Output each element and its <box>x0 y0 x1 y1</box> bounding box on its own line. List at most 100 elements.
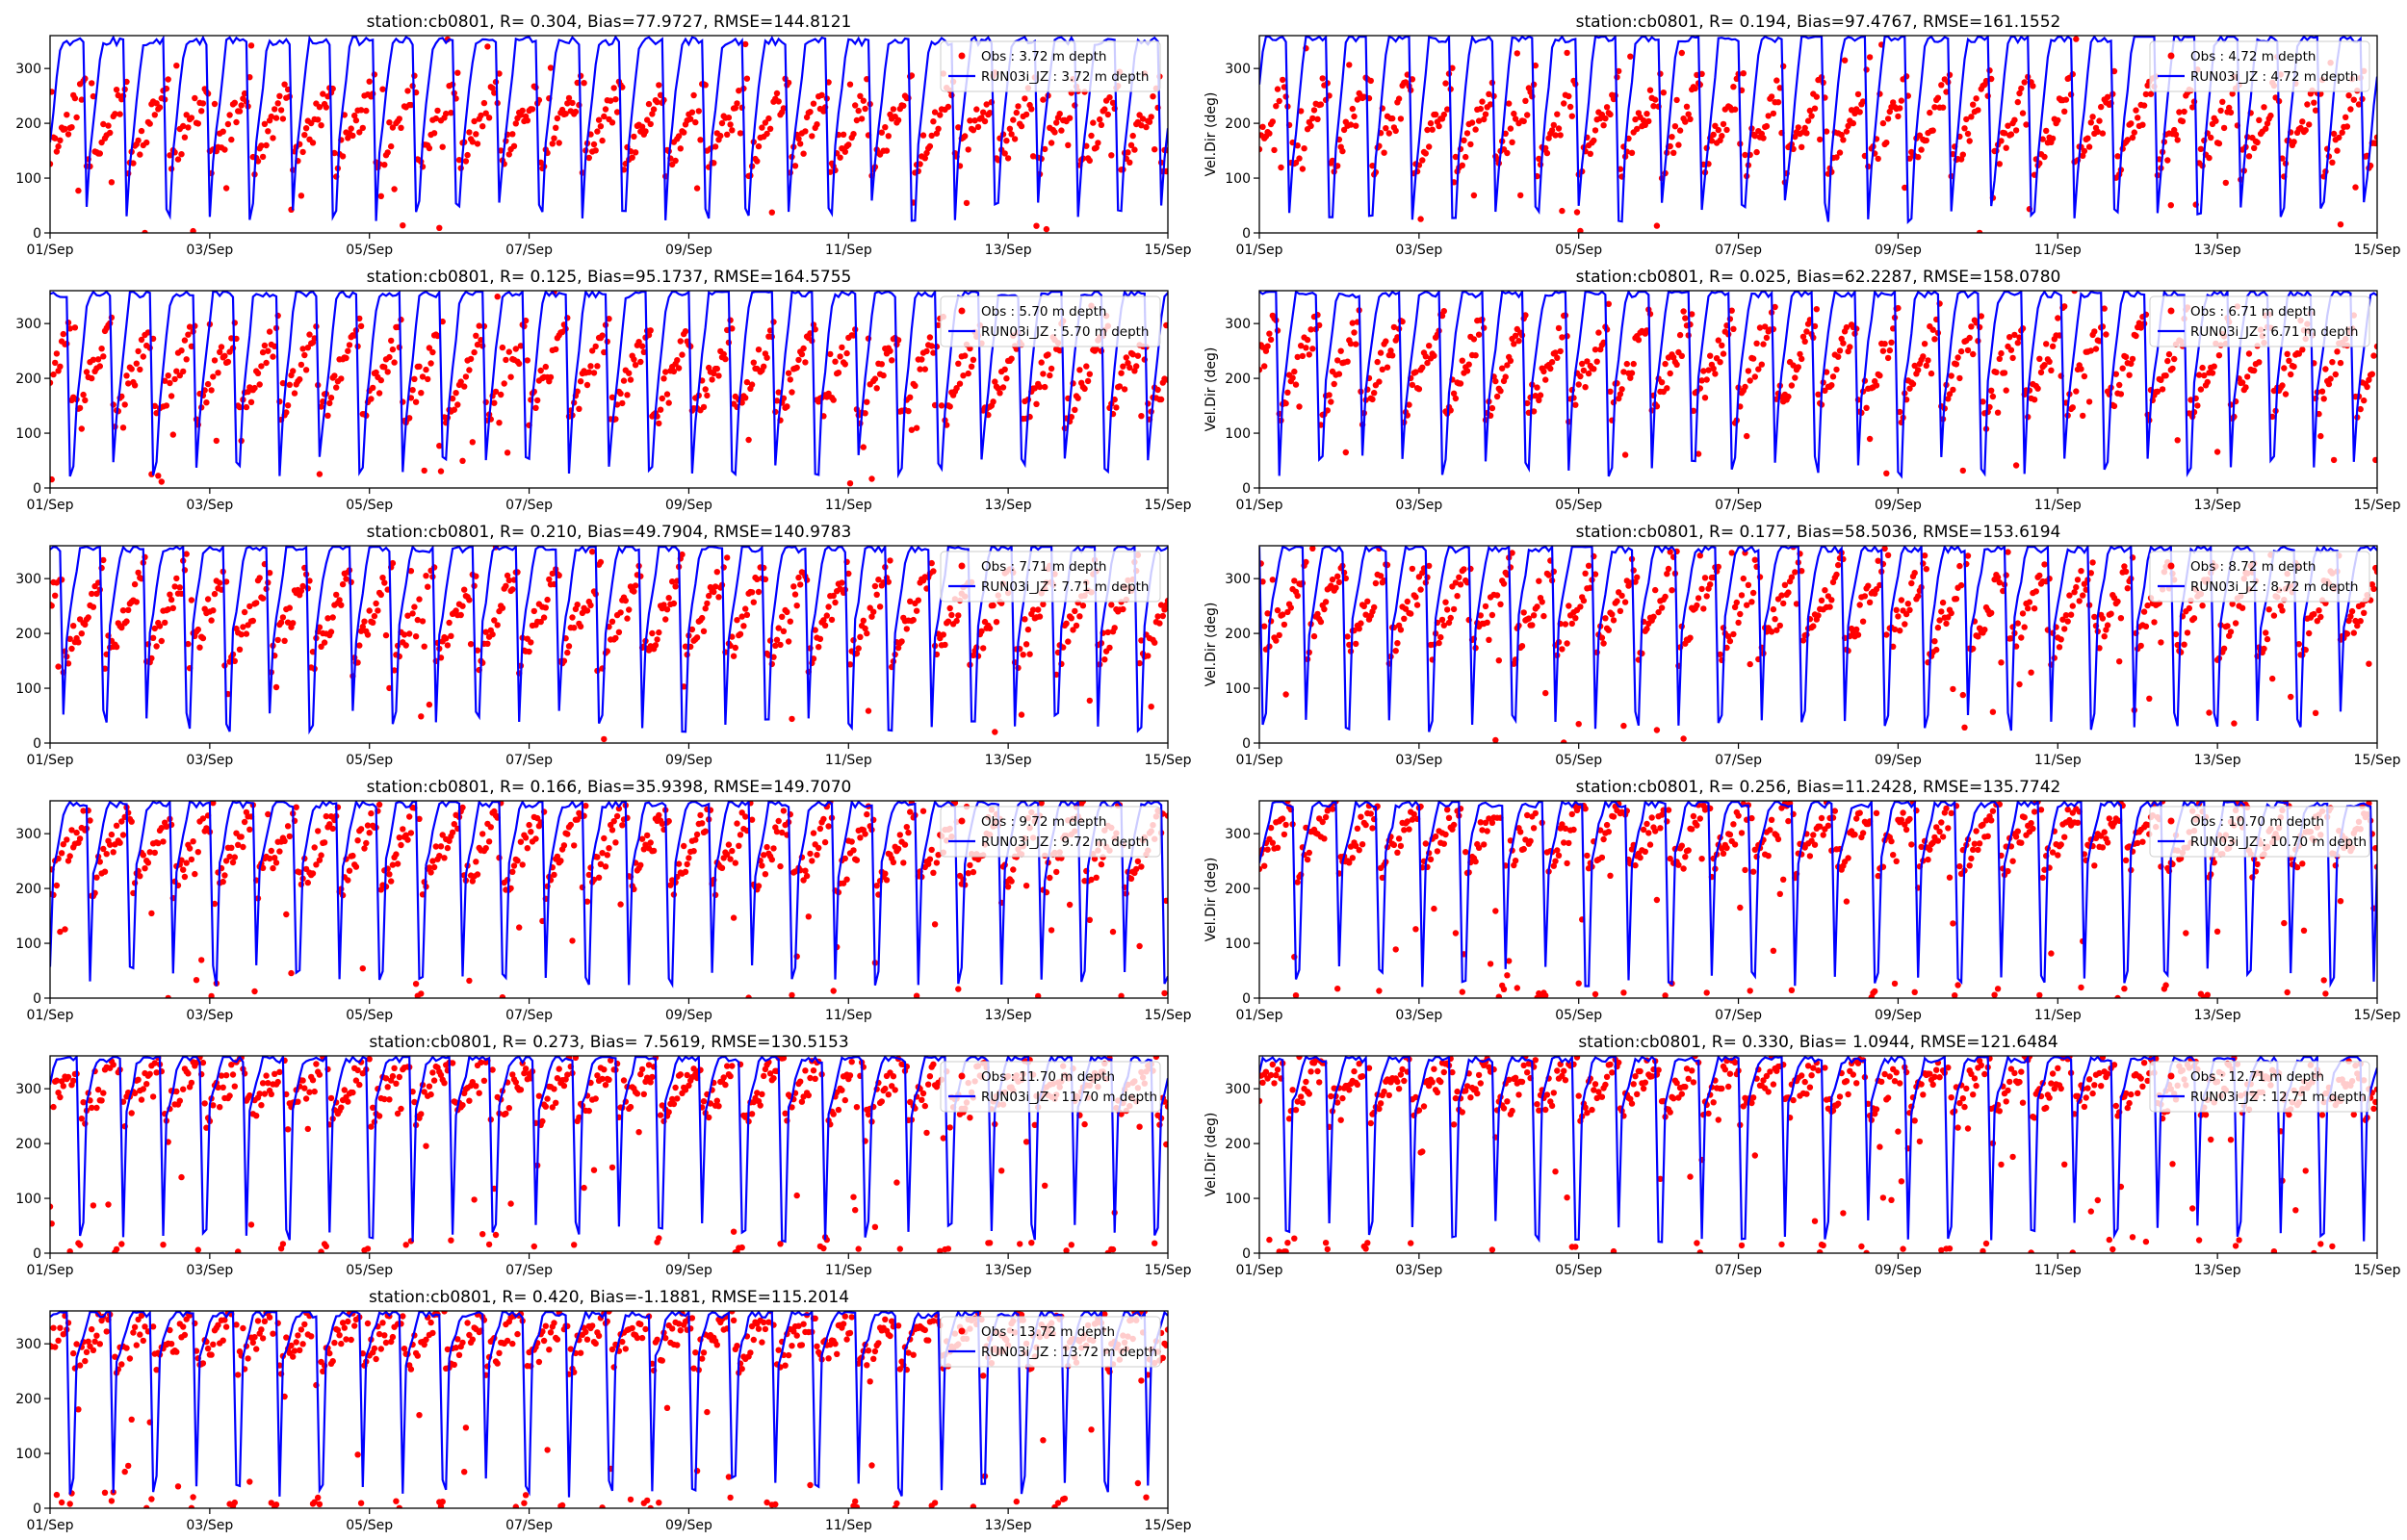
obs-point <box>2007 131 2015 138</box>
obs-point <box>2197 145 2205 152</box>
obs-point <box>2005 122 2011 129</box>
obs-point <box>1349 105 1357 113</box>
obs-point <box>236 646 244 653</box>
obs-point <box>1996 355 2003 362</box>
obs-point <box>871 375 879 382</box>
obs-point <box>1095 140 1101 146</box>
obs-point <box>1863 404 1870 411</box>
obs-point <box>345 877 351 884</box>
obs-point <box>1392 648 1399 654</box>
obs-point <box>298 192 305 199</box>
obs-point <box>2181 108 2187 116</box>
obs-point <box>649 111 656 117</box>
obs-point <box>2110 402 2118 410</box>
obs-point <box>1001 366 1008 372</box>
obs-point <box>656 629 662 636</box>
obs-point <box>1472 352 1479 359</box>
obs-point <box>133 599 140 605</box>
obs-point <box>704 600 711 607</box>
obs-point <box>1530 408 1538 415</box>
obs-point <box>773 828 781 835</box>
obs-point <box>146 120 153 127</box>
x-tick-label: 05/Sep <box>346 753 393 768</box>
obs-point <box>1928 370 1935 377</box>
obs-point <box>73 829 80 836</box>
obs-point <box>2084 135 2091 141</box>
obs-point <box>814 121 820 128</box>
obs-point <box>491 90 498 96</box>
obs-point <box>2110 67 2118 75</box>
obs-point <box>2146 695 2153 702</box>
obs-point <box>1294 142 1301 149</box>
obs-point <box>2229 601 2236 607</box>
obs-point <box>1627 53 1634 60</box>
obs-point <box>436 853 443 860</box>
obs-point <box>704 392 711 399</box>
obs-point <box>1673 96 1680 104</box>
obs-point <box>1500 580 1508 587</box>
obs-point <box>53 148 61 155</box>
obs-point <box>599 332 606 339</box>
obs-point <box>253 600 260 606</box>
obs-point <box>729 633 736 640</box>
obs-point <box>665 399 672 406</box>
obs-point <box>1502 373 1509 380</box>
obs-point <box>775 817 782 825</box>
obs-point <box>935 321 942 328</box>
obs-point <box>717 132 724 140</box>
obs-point <box>1607 111 1614 118</box>
obs-point <box>2354 622 2361 629</box>
obs-point <box>835 370 842 376</box>
obs-point <box>1424 359 1431 367</box>
obs-point <box>50 475 55 483</box>
obs-point <box>657 91 664 99</box>
obs-point <box>978 628 985 634</box>
obs-point <box>503 582 509 589</box>
obs-point <box>2284 350 2291 357</box>
obs-point <box>469 139 476 145</box>
obs-point <box>309 870 317 877</box>
obs-point <box>1562 621 1569 628</box>
obs-point <box>857 834 864 841</box>
obs-point <box>449 395 456 402</box>
obs-point <box>1452 395 1460 402</box>
obs-point <box>2116 381 2123 389</box>
obs-point <box>2018 85 2025 92</box>
obs-point <box>400 222 406 229</box>
obs-point <box>713 569 720 576</box>
obs-point <box>1058 127 1065 134</box>
obs-point <box>504 449 511 456</box>
obs-point <box>1525 615 1533 622</box>
obs-point <box>1444 606 1451 613</box>
obs-point <box>802 128 809 135</box>
obs-point <box>1575 381 1582 388</box>
obs-point <box>2343 630 2351 637</box>
obs-point <box>1943 620 1950 628</box>
obs-point <box>1593 358 1600 365</box>
x-tick-label: 01/Sep <box>27 1008 74 1023</box>
obs-point <box>277 619 285 626</box>
obs-point <box>1801 124 1808 132</box>
obs-point <box>612 96 619 103</box>
obs-point <box>2009 354 2016 362</box>
model-line <box>1259 546 2377 732</box>
obs-point <box>125 380 132 387</box>
obs-point <box>930 568 937 575</box>
obs-point <box>156 104 164 111</box>
obs-point <box>2347 106 2354 113</box>
obs-point <box>1548 359 1556 366</box>
obs-point <box>659 820 665 827</box>
obs-point <box>2265 606 2272 613</box>
obs-point <box>118 624 125 631</box>
x-tick-label: 15/Sep <box>1145 243 1192 258</box>
obs-point <box>709 376 715 383</box>
obs-point <box>1815 612 1822 619</box>
obs-point <box>1682 315 1689 321</box>
obs-point <box>1705 367 1712 373</box>
obs-point <box>832 599 839 606</box>
obs-point <box>595 116 603 123</box>
obs-point <box>194 849 201 856</box>
obs-point <box>1139 116 1147 122</box>
obs-point <box>2372 456 2377 464</box>
obs-point <box>613 109 621 116</box>
